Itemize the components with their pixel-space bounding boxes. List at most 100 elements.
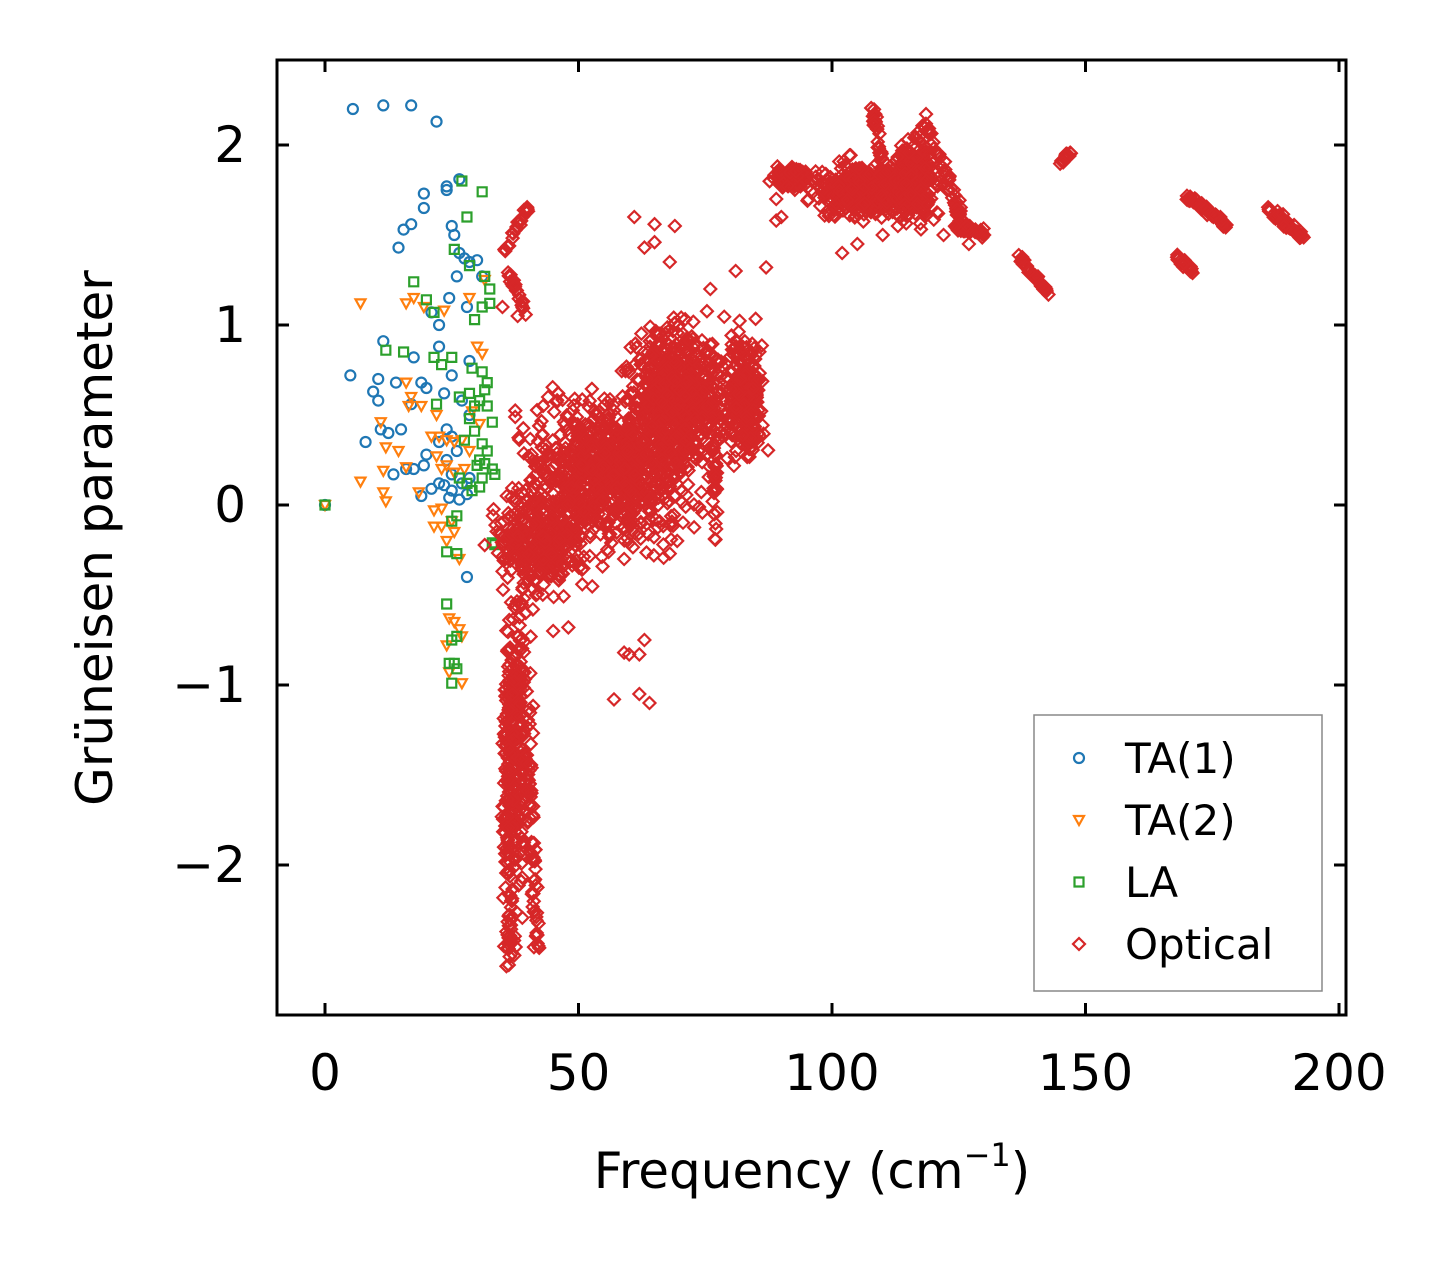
point-optical <box>691 499 707 515</box>
point-optical <box>508 939 524 955</box>
point-optical <box>623 426 639 442</box>
x-axis-label: Frequency (cm−1) <box>594 1136 1031 1200</box>
point-optical <box>477 537 493 553</box>
point-la <box>408 276 420 288</box>
point-optical <box>514 485 530 501</box>
point-optical <box>508 219 525 235</box>
point-optical <box>740 349 756 365</box>
point-optical <box>644 456 660 472</box>
point-optical <box>529 935 546 952</box>
point-la <box>476 366 488 378</box>
point-la <box>479 270 491 282</box>
point-optical <box>504 891 520 907</box>
point-optical <box>631 526 647 542</box>
series-la <box>319 175 501 689</box>
point-optical <box>595 459 612 475</box>
point-ta1 <box>440 183 453 197</box>
point-optical <box>498 924 514 940</box>
y-tick-label: −1 <box>172 656 246 714</box>
point-optical <box>929 204 945 221</box>
point-ta2 <box>439 535 454 549</box>
point-ta1 <box>405 398 418 411</box>
point-optical <box>898 215 914 231</box>
point-optical <box>502 763 518 779</box>
point-optical <box>895 175 912 191</box>
point-optical <box>704 360 720 376</box>
point-optical <box>666 339 683 355</box>
point-optical <box>522 798 538 814</box>
point-optical <box>678 369 694 385</box>
point-optical <box>641 695 658 711</box>
y-tick-label: −2 <box>172 836 246 894</box>
point-ta1 <box>372 372 385 386</box>
point-ta2 <box>457 463 472 477</box>
point-optical <box>642 490 659 507</box>
point-ta2 <box>404 391 419 405</box>
point-optical <box>507 928 523 944</box>
point-optical <box>576 503 592 519</box>
point-optical <box>509 520 525 536</box>
point-optical <box>688 391 704 407</box>
point-ta1 <box>392 241 405 254</box>
point-la <box>486 416 498 428</box>
point-la <box>466 485 478 497</box>
point-optical <box>525 534 541 550</box>
point-ta1 <box>405 99 418 112</box>
point-optical <box>554 501 570 517</box>
y-tick-label: 1 <box>214 296 246 354</box>
point-optical <box>961 236 977 252</box>
point-optical <box>519 783 536 799</box>
point-optical <box>685 314 701 330</box>
point-optical <box>851 160 867 176</box>
point-optical <box>681 445 697 462</box>
point-optical <box>817 207 833 224</box>
point-optical <box>511 512 527 528</box>
point-optical <box>708 465 724 482</box>
point-optical <box>625 539 641 555</box>
point-ta2 <box>414 400 429 414</box>
point-optical <box>706 480 722 496</box>
point-optical <box>702 425 719 441</box>
point-optical <box>705 394 721 410</box>
point-optical <box>1058 148 1074 164</box>
point-optical <box>780 178 796 194</box>
point-optical <box>586 453 603 470</box>
point-optical <box>1274 215 1290 231</box>
point-optical <box>631 393 647 409</box>
point-ta1 <box>440 180 453 193</box>
point-optical <box>745 380 761 397</box>
point-ta2 <box>376 465 391 479</box>
point-optical <box>520 813 536 829</box>
point-optical <box>499 541 516 557</box>
point-optical <box>631 646 647 662</box>
point-optical <box>858 202 874 218</box>
point-ta1 <box>397 223 410 236</box>
point-ta2 <box>376 487 391 500</box>
point-optical <box>605 507 622 523</box>
point-optical <box>529 879 546 895</box>
point-optical <box>503 489 519 505</box>
point-optical <box>626 209 642 225</box>
point-optical <box>601 526 617 542</box>
point-optical <box>899 189 915 206</box>
point-la <box>453 472 465 484</box>
point-optical <box>949 202 965 218</box>
point-optical <box>541 513 557 529</box>
point-optical <box>684 328 700 344</box>
point-optical <box>694 505 710 521</box>
point-optical <box>1055 154 1071 170</box>
point-la <box>428 306 440 318</box>
point-optical <box>524 846 540 862</box>
point-optical <box>528 477 544 493</box>
point-optical <box>551 567 567 583</box>
point-optical <box>500 820 516 836</box>
point-ta1 <box>420 381 433 395</box>
point-optical <box>743 354 759 371</box>
point-ta2 <box>411 487 426 500</box>
point-optical <box>573 475 589 491</box>
point-la <box>479 384 491 396</box>
point-optical <box>792 178 808 194</box>
point-la <box>451 663 463 675</box>
point-optical <box>918 106 934 122</box>
